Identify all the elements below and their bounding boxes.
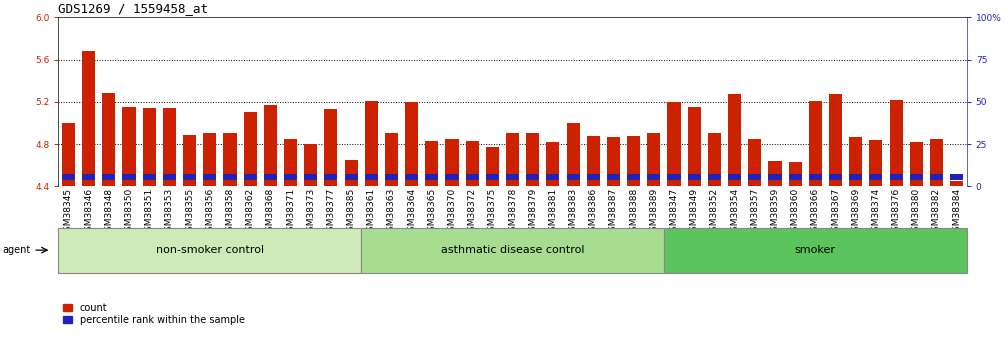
Legend: count, percentile rank within the sample: count, percentile rank within the sample	[63, 303, 245, 325]
Bar	[143, 108, 156, 186]
Text: GDS1269 / 1559458_at: GDS1269 / 1559458_at	[58, 2, 208, 15]
Bar	[203, 174, 217, 180]
Bar	[627, 136, 640, 186]
Bar	[103, 93, 116, 186]
Bar	[688, 174, 701, 180]
Bar	[405, 174, 418, 180]
Bar	[425, 174, 438, 180]
Bar	[143, 174, 156, 180]
Bar	[445, 139, 458, 186]
Bar	[163, 108, 176, 186]
Bar	[829, 174, 842, 180]
Bar	[668, 174, 681, 180]
Bar	[324, 109, 337, 186]
Bar	[445, 174, 458, 180]
Bar	[465, 174, 478, 180]
Bar	[869, 140, 882, 186]
Bar	[58, 228, 362, 273]
Bar	[607, 174, 620, 180]
Bar	[344, 160, 357, 186]
Bar	[123, 107, 136, 186]
Bar	[365, 174, 378, 180]
Bar	[869, 174, 882, 180]
Bar	[929, 174, 943, 180]
Bar	[224, 174, 237, 180]
Bar	[405, 102, 418, 186]
Bar	[304, 174, 317, 180]
Bar	[83, 51, 96, 186]
Bar	[567, 123, 580, 186]
Bar	[62, 174, 76, 180]
Bar	[648, 134, 661, 186]
Bar	[809, 101, 822, 186]
Bar	[527, 174, 540, 180]
Bar	[344, 174, 357, 180]
Bar	[264, 174, 277, 180]
Bar	[668, 102, 681, 186]
Bar	[889, 100, 902, 186]
Bar	[889, 174, 902, 180]
Bar	[547, 142, 560, 186]
Bar	[244, 174, 257, 180]
Bar	[708, 174, 721, 180]
Bar	[83, 174, 96, 180]
Bar	[103, 174, 116, 180]
Bar	[648, 174, 661, 180]
Bar	[183, 135, 196, 186]
Bar	[768, 161, 781, 186]
Bar	[62, 123, 76, 186]
Bar	[909, 142, 922, 186]
Bar	[485, 174, 498, 180]
Bar	[324, 174, 337, 180]
Text: smoker: smoker	[795, 245, 836, 255]
Bar	[284, 174, 297, 180]
Bar	[264, 105, 277, 186]
Text: asthmatic disease control: asthmatic disease control	[441, 245, 584, 255]
Text: agent: agent	[2, 245, 30, 255]
Bar	[425, 141, 438, 186]
Bar	[224, 134, 237, 186]
Bar	[123, 174, 136, 180]
Bar	[950, 174, 963, 180]
Bar	[527, 134, 540, 186]
Bar	[849, 137, 862, 186]
Bar	[362, 228, 664, 273]
Bar	[607, 137, 620, 186]
Bar	[385, 134, 398, 186]
Bar	[728, 174, 741, 180]
Bar	[909, 174, 922, 180]
Bar	[203, 134, 217, 186]
Bar	[748, 174, 761, 180]
Bar	[768, 174, 781, 180]
Bar	[547, 174, 560, 180]
Bar	[385, 174, 398, 180]
Bar	[244, 112, 257, 186]
Bar	[506, 174, 520, 180]
Text: non-smoker control: non-smoker control	[156, 245, 264, 255]
Bar	[688, 107, 701, 186]
Bar	[788, 162, 802, 186]
Bar	[365, 101, 378, 186]
Bar	[567, 174, 580, 180]
Bar	[163, 174, 176, 180]
Bar	[284, 139, 297, 186]
Bar	[664, 228, 967, 273]
Bar	[183, 174, 196, 180]
Bar	[809, 174, 822, 180]
Bar	[829, 95, 842, 186]
Bar	[304, 144, 317, 186]
Bar	[587, 174, 600, 180]
Bar	[849, 174, 862, 180]
Bar	[465, 141, 478, 186]
Bar	[506, 134, 520, 186]
Bar	[627, 174, 640, 180]
Bar	[788, 174, 802, 180]
Bar	[587, 136, 600, 186]
Bar	[708, 134, 721, 186]
Bar	[485, 147, 498, 186]
Bar	[748, 139, 761, 186]
Bar	[929, 139, 943, 186]
Bar	[728, 95, 741, 186]
Bar	[950, 181, 963, 186]
